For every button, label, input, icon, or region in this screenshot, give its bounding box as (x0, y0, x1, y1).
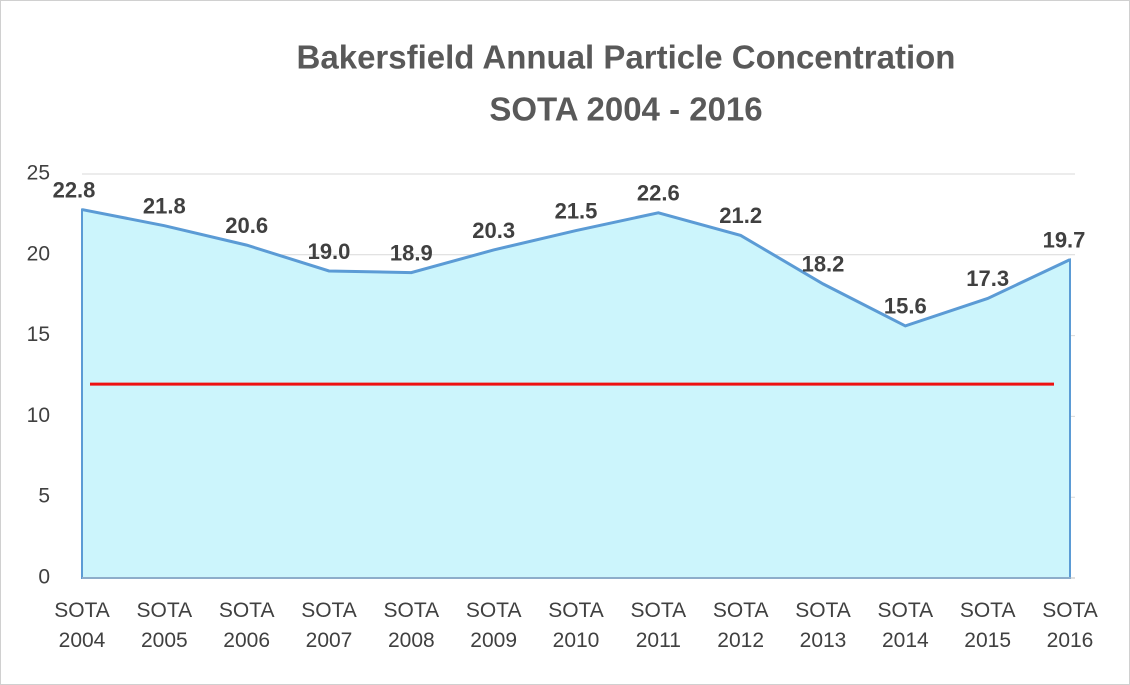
x-tick-label: SOTA 2009 (465, 599, 522, 652)
data-label: 15.6 (884, 294, 927, 319)
x-tick-label: SOTA 2008 (383, 599, 440, 652)
y-tick-label: 15 (27, 323, 50, 346)
y-tick-label: 20 (27, 242, 50, 265)
x-tick-label: SOTA 2010 (548, 599, 604, 652)
data-label: 21.2 (719, 203, 762, 228)
data-label: 22.8 (53, 177, 96, 202)
data-label: 20.3 (472, 218, 515, 243)
chart-title: Bakersfield Annual Particle Concentratio… (297, 39, 956, 76)
y-tick-label: 25 (27, 162, 50, 185)
x-tick-label: SOTA 2012 (712, 599, 769, 652)
x-tick-label: SOTA 2011 (630, 599, 687, 652)
data-label: 22.6 (637, 181, 680, 206)
data-label: 17.3 (966, 266, 1009, 291)
chart-subtitle: SOTA 2004 - 2016 (489, 91, 762, 128)
data-label: 20.6 (225, 213, 268, 238)
x-tick-label: SOTA 2015 (959, 599, 1016, 652)
x-tick-label: SOTA 2005 (136, 599, 193, 652)
x-tick-label: SOTA 2014 (877, 599, 934, 652)
data-label: 21.5 (555, 198, 598, 223)
data-label: 19.0 (308, 239, 351, 264)
y-tick-label: 10 (27, 404, 50, 427)
x-tick-label: SOTA 2016 (1042, 599, 1098, 652)
area-fill (81, 208, 1071, 579)
x-tick-label: SOTA 2004 (54, 599, 110, 652)
x-tick-label: SOTA 2013 (795, 599, 851, 652)
x-tick-label: SOTA 2006 (218, 599, 275, 652)
data-label: 21.8 (143, 194, 186, 219)
y-tick-label: 5 (38, 485, 50, 508)
y-tick-label: 0 (38, 566, 50, 589)
data-label: 18.2 (802, 252, 845, 277)
data-label: 19.7 (1043, 227, 1086, 252)
area-line (81, 208, 1071, 328)
data-label: 18.9 (390, 240, 433, 265)
x-tick-label: SOTA 2007 (301, 599, 357, 652)
